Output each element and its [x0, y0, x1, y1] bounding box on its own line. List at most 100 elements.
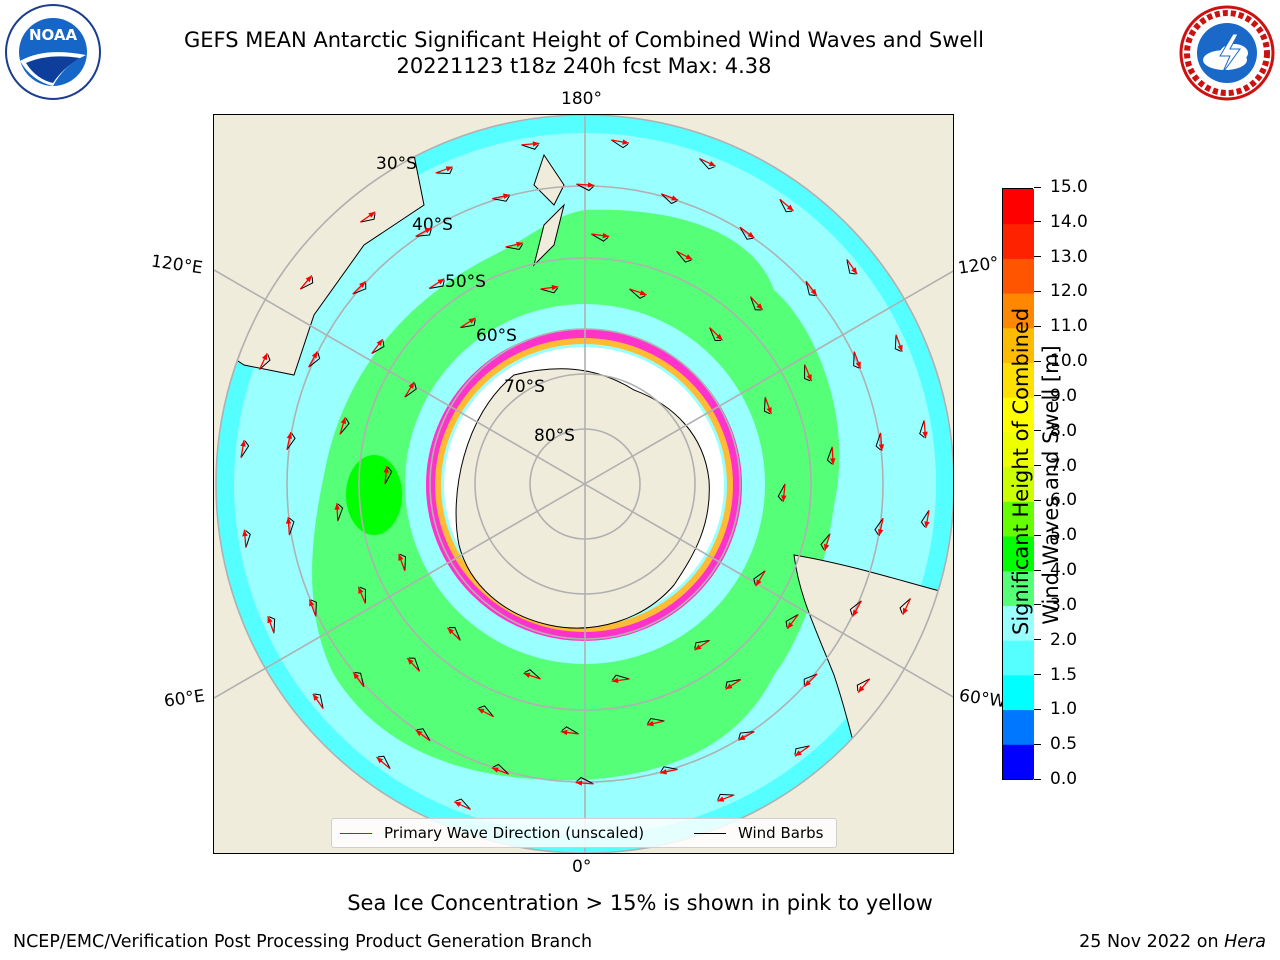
wave-direction-arrowhead [424, 227, 432, 234]
wind-barb [875, 432, 882, 451]
wave-direction-arrowhead [285, 517, 292, 524]
colorbar-bin-16 [1003, 189, 1034, 225]
colorbar-tick-label: 8.0 [1050, 420, 1078, 441]
chart-subtitle: 20221123 t18z 240h fcst Max: 4.38 [396, 54, 772, 78]
lon-label-bottom: 0° [572, 857, 592, 877]
wind-barb [404, 383, 417, 398]
wind-barb [371, 340, 385, 354]
wind-barb [524, 669, 541, 680]
wave-direction-arrowhead [823, 543, 830, 551]
lat-label-70: 70°S [504, 377, 545, 397]
colorbar-bin-2 [1003, 674, 1034, 711]
wind-barb [505, 244, 523, 250]
colorbar-bin-14 [1003, 258, 1034, 294]
wave-direction-arrowhead [503, 193, 510, 199]
peak-wave-region [346, 455, 402, 535]
wind-barb [660, 193, 678, 205]
wave-direction-arrowhead [415, 730, 423, 737]
wave-direction-arrowhead [646, 720, 654, 727]
wave-direction-arrowhead [376, 757, 384, 764]
wind-barb [300, 276, 314, 290]
wave-direction-arrowhead [454, 801, 462, 808]
wave-direction-arrowhead [408, 381, 415, 389]
wave-direction-arrowhead [694, 644, 702, 651]
wave-direction-arrowhead [359, 281, 366, 288]
wave-direction-arrowhead [877, 528, 884, 536]
colorbar-tick-label: 0.5 [1050, 734, 1078, 755]
wave-direction-arrowhead [407, 658, 414, 665]
wave-direction-arrowhead [766, 407, 772, 415]
wind-barb [820, 533, 831, 550]
colorbar-ticks: 0.0 0.5 1.0 1.5 2.0 3.0 4.0 5.0 6.0 7.0 8.0 9.0 10.0… [1034, 0, 1094, 960]
wind-barb [399, 553, 407, 571]
wind-barb [240, 440, 250, 458]
wave-direction-arrowhead [858, 685, 865, 693]
wind-barb [738, 731, 755, 739]
colorbar-tick-label: 11.0 [1050, 316, 1088, 337]
wave-direction-arrowhead [738, 734, 746, 741]
wave-direction-arrowhead [551, 284, 559, 291]
wave-direction-arrowhead [747, 231, 755, 238]
wave-direction-arrowhead [376, 339, 383, 346]
wind-barb [919, 420, 925, 438]
wave-direction-arrowhead [516, 241, 524, 248]
wind-barb [377, 755, 391, 769]
wind-barb [448, 626, 461, 641]
wave-direction-arrowhead [611, 677, 619, 684]
wave-direction-arrowhead [639, 290, 647, 296]
noaa-logo: NOAA [4, 3, 102, 101]
wave-direction-arrowhead [398, 553, 404, 561]
wave-direction-arrowhead [851, 267, 858, 275]
wind-barb [259, 354, 271, 370]
wave-direction-arrowhead [368, 211, 376, 218]
colorbar-tick: 12.0 [1034, 281, 1088, 301]
colorbar-tick-label: 12.0 [1050, 281, 1088, 302]
wave-direction-arrowhead [878, 444, 885, 451]
lat-label-60: 60°S [476, 326, 517, 346]
wind-barb [794, 745, 810, 755]
wind-barb [803, 673, 818, 686]
colorbar-tick: 8.0 [1034, 421, 1077, 441]
wind-barb [245, 530, 251, 548]
wave-direction-arrowhead [491, 767, 499, 773]
wave-direction-arrowhead [685, 254, 693, 260]
wind-barb [384, 466, 393, 485]
colorbar-tick: 4.0 [1034, 560, 1077, 580]
lon-label-lower-right: 60°W [957, 685, 1008, 713]
colorbar-label-line2: Wind Waves and Swell [m] [1039, 345, 1063, 625]
colorbar-tick-label: 3.0 [1050, 594, 1078, 615]
wave-direction-arrowhead [755, 579, 762, 587]
colorbar-bin-0 [1003, 744, 1034, 780]
colorbar-tick-label: 9.0 [1050, 385, 1078, 406]
colorbar-tick: 6.0 [1034, 490, 1077, 510]
footer-machine: Hera [1224, 932, 1266, 952]
wave-direction-arrowhead [781, 495, 787, 502]
wave-direction-arrowhead [671, 195, 679, 201]
colorbar-tick-label: 15.0 [1050, 177, 1088, 197]
footer-date-text: 25 Nov 2022 on [1079, 932, 1219, 952]
lat-label-50: 50°S [445, 272, 486, 292]
wind-barb [561, 726, 579, 735]
colorbar-tick: 3.0 [1034, 595, 1077, 615]
wind-barb [694, 639, 710, 649]
wave-direction-arrowhead [852, 609, 859, 617]
wind-barb [779, 199, 793, 213]
colorbar-bin-1 [1003, 709, 1034, 745]
colorbar-tick-label: 2.0 [1050, 629, 1078, 650]
colorbar-tick-label: 7.0 [1050, 455, 1078, 476]
wind-barb [492, 763, 510, 775]
wind-barb [455, 798, 471, 810]
wind-barb [647, 718, 665, 724]
wind-barb [540, 287, 558, 294]
lat-label-30: 30°S [376, 154, 417, 174]
wind-barbs-legend-line [694, 832, 726, 834]
wind-barb [777, 483, 786, 502]
wind-barb [805, 281, 816, 297]
wave-direction-arrowhead [786, 204, 794, 211]
wind-barb [416, 728, 431, 742]
colorbar-tick-label: 13.0 [1050, 246, 1088, 267]
wave-direction-legend-line [340, 832, 372, 834]
wind-barb [339, 418, 350, 435]
lat-label-80: 80°S [534, 426, 575, 446]
wind-barb [699, 158, 715, 170]
